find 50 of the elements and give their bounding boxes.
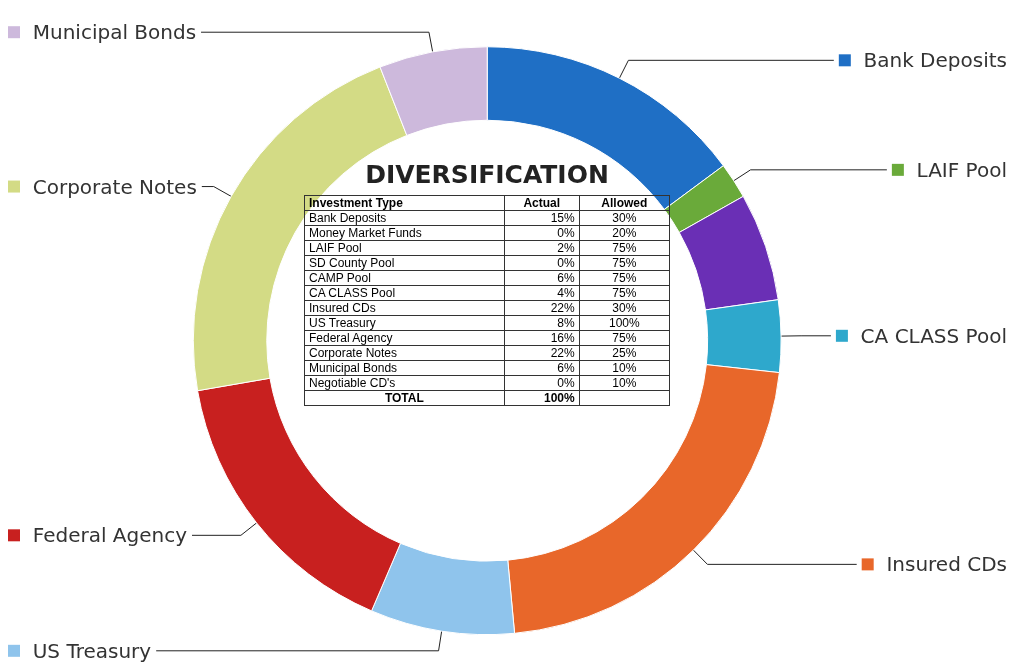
text: 6% [557, 271, 575, 285]
text: 10% [612, 361, 637, 375]
legend-label: Federal Agency [20, 523, 188, 548]
text: 30% [612, 211, 637, 225]
category-label: Negotiable CD's [309, 376, 396, 390]
text: Investment Type [304, 195, 505, 211]
text: 75% [612, 286, 637, 300]
legend-label: Insured CDs [873, 552, 1007, 577]
text: 6% [557, 361, 575, 375]
text: 8% [557, 316, 575, 330]
legend-label: Municipal Bonds [20, 20, 197, 45]
category-label: LAIF Pool [309, 241, 362, 255]
text: 22% [550, 301, 575, 315]
legend-label: Bank Deposits [850, 48, 1007, 73]
text: 4% [557, 286, 575, 300]
text: 20% [612, 226, 637, 240]
text: 100% [609, 316, 640, 330]
text: 2% [557, 241, 575, 255]
text: 0% [557, 256, 575, 270]
legend-label: Corporate Notes [20, 174, 197, 199]
category-label: CA CLASS Pool [309, 286, 396, 300]
category-label: Bank Deposits [309, 211, 387, 225]
legend-label: CA CLASS Pool [847, 323, 1007, 348]
category-label: Insured CDs [309, 301, 376, 315]
text: 75% [612, 256, 637, 270]
category-label: Federal Agency [309, 331, 393, 345]
category-label: Money Market Funds [309, 226, 422, 240]
text: 16% [550, 331, 575, 345]
category-label: Municipal Bonds [309, 361, 398, 375]
category-label: SD County Pool [309, 256, 395, 270]
category-label: US Treasury [309, 316, 376, 330]
text: 75% [612, 331, 637, 345]
text: 30% [612, 301, 637, 315]
text: DIVERSIFICATION [364, 160, 610, 189]
text: 0% [557, 226, 575, 240]
text: 10% [612, 376, 637, 390]
text: 100% [544, 391, 575, 405]
text: 22% [550, 346, 575, 360]
category-label: Corporate Notes [309, 346, 398, 360]
text: 0% [557, 376, 575, 390]
legend-label: LAIF Pool [903, 157, 1007, 182]
category-label: Allowed [579, 195, 670, 211]
legend-label: US Treasury [20, 638, 152, 663]
text: 75% [612, 271, 637, 285]
category-label: TOTAL [384, 391, 424, 405]
category-label: Actual [504, 195, 580, 211]
text: 15% [550, 211, 575, 225]
category-label: CAMP Pool [309, 271, 371, 285]
text: 25% [612, 346, 637, 360]
text: 75% [612, 241, 637, 255]
